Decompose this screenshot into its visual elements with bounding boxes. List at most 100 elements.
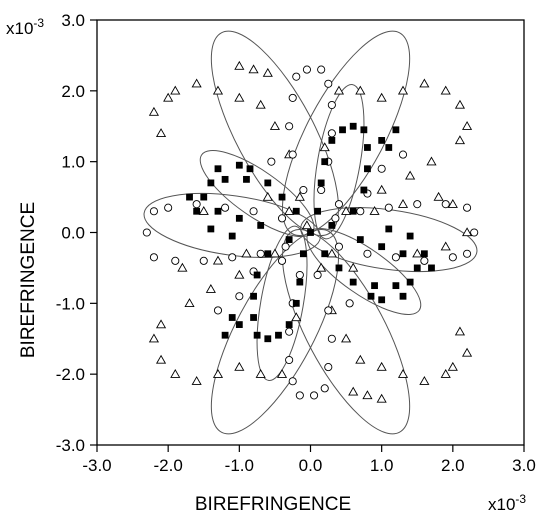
triangle-marker [355, 354, 366, 364]
square-marker [285, 321, 293, 328]
square-marker [246, 165, 254, 173]
triangle-marker [234, 92, 245, 102]
triangle-marker [276, 368, 288, 378]
square-marker [406, 232, 414, 240]
triangle-marker [341, 206, 352, 215]
triangle-marker [454, 135, 466, 145]
triangle-marker [255, 368, 266, 378]
data-markers [142, 60, 479, 403]
fitted-ellipse [282, 30, 411, 237]
triangle-marker [397, 85, 409, 95]
x-tick-label: -1.0 [225, 456, 254, 475]
triangle-marker [234, 361, 245, 371]
triangle-marker [262, 67, 273, 77]
square-marker [328, 222, 336, 229]
triangle-marker [440, 85, 451, 95]
circle-marker [327, 334, 336, 343]
square-marker [207, 225, 215, 233]
square-marker [264, 335, 272, 343]
circle-marker [324, 306, 333, 315]
triangle-marker [262, 191, 273, 201]
triangle-marker [291, 312, 302, 322]
circle-marker [384, 203, 393, 212]
triangle-marker [284, 206, 295, 215]
triangle-marker [241, 248, 252, 258]
triangle-marker [191, 78, 202, 88]
square-marker [371, 282, 378, 290]
square-marker [328, 137, 336, 144]
circle-marker [324, 363, 333, 372]
triangle-marker [248, 64, 259, 74]
square-marker [392, 126, 400, 134]
fitted-ellipse [313, 83, 365, 240]
triangle-marker [405, 170, 416, 180]
square-marker [321, 158, 329, 166]
square-marker [292, 207, 300, 215]
axis-ticks [90, 19, 525, 452]
square-marker [235, 321, 243, 328]
square-marker [378, 137, 386, 144]
x-axis-label: BIREFRINGENCE [195, 494, 351, 515]
square-marker [413, 264, 421, 272]
y-tick-label: 1.0 [61, 153, 85, 172]
triangle-marker [461, 347, 473, 357]
square-marker [243, 175, 250, 183]
triangle-marker [319, 142, 330, 152]
y-tick-label: 0.0 [61, 224, 85, 243]
triangle-marker [177, 262, 188, 272]
fitted-ellipse [143, 192, 321, 258]
square-marker [335, 264, 343, 272]
triangle-marker [433, 191, 444, 201]
square-marker [299, 250, 307, 258]
square-marker [364, 165, 371, 173]
circle-marker [288, 377, 297, 386]
x-tick-label: -3.0 [82, 456, 111, 475]
triangle-marker [447, 361, 458, 371]
x-tick-label: 1.0 [370, 456, 394, 475]
triangle-marker [426, 156, 437, 166]
triangle-marker [326, 248, 337, 258]
square-marker [399, 292, 407, 300]
circle-marker [213, 306, 223, 315]
x-tick-label: -2.0 [154, 456, 183, 475]
fitted-ellipse [256, 225, 308, 382]
circle-marker [281, 242, 290, 251]
square-marker [339, 126, 346, 134]
circle-marker [149, 253, 158, 262]
square-marker [253, 271, 261, 279]
y-tick-label: -1.0 [56, 294, 85, 313]
x-axis-multiplier: x10-3 [488, 492, 526, 514]
circle-marker [302, 65, 311, 74]
circle-marker [142, 228, 151, 237]
square-marker [364, 144, 371, 151]
circle-marker [310, 391, 319, 400]
circle-marker [267, 157, 276, 166]
square-marker [349, 122, 357, 130]
square-marker [193, 207, 201, 215]
circle-marker [317, 185, 326, 195]
circle-marker [192, 200, 201, 209]
square-marker [307, 229, 314, 236]
square-marker [250, 292, 257, 300]
circle-marker [324, 79, 333, 88]
triangle-marker [316, 262, 327, 272]
circle-marker [235, 292, 244, 301]
square-marker [228, 314, 236, 321]
circle-marker [317, 65, 326, 74]
square-marker [228, 232, 236, 240]
square-marker [250, 314, 257, 321]
fitted-ellipse [282, 228, 411, 435]
triangle-marker [376, 393, 387, 403]
square-marker [214, 165, 222, 173]
square-marker [428, 264, 435, 272]
square-marker [275, 331, 282, 339]
square-marker [378, 243, 386, 251]
circle-marker [292, 72, 301, 81]
triangle-marker [198, 206, 209, 215]
circle-marker [256, 249, 265, 258]
circle-marker [277, 256, 287, 265]
square-marker [257, 222, 265, 229]
square-marker [314, 207, 322, 215]
square-marker [406, 278, 414, 286]
square-marker [349, 207, 357, 215]
